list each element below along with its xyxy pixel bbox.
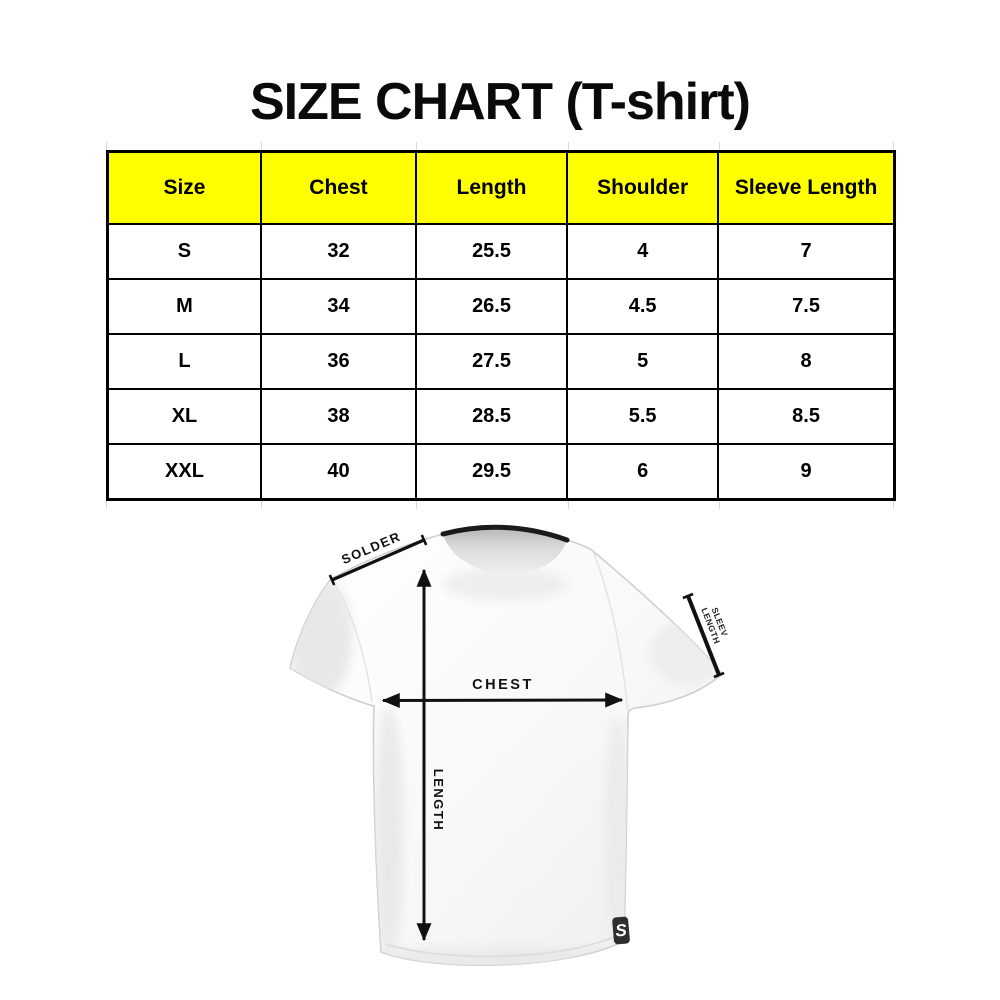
table-row: L 36 27.5 5 8	[106, 333, 896, 390]
gridline-tick	[261, 500, 262, 509]
table-row: S 32 25.5 4 7	[106, 223, 896, 280]
table-row: XL 38 28.5 5.5 8.5	[106, 388, 896, 445]
tshirt-collar	[440, 524, 570, 543]
gridline-tick	[106, 142, 107, 151]
cell-sleeve-length: 7	[717, 223, 896, 280]
header-cell-sleeve-length: Sleeve Length	[717, 150, 896, 225]
cell-shoulder: 4	[566, 223, 720, 280]
tshirt-seams	[330, 550, 629, 958]
cell-length: 27.5	[414, 333, 569, 390]
table-header-row: Size Chest Length Shoulder Sleeve Length	[106, 150, 896, 225]
shoulder-dimension-line	[328, 534, 428, 586]
cell-chest: 34	[259, 278, 417, 335]
gridline-tick	[416, 142, 417, 151]
cell-length: 28.5	[414, 388, 569, 445]
gridline-tick	[568, 142, 569, 151]
tshirt-measurement-diagram: S SOLDER SLEEV LENGTH CHEST LENGTH	[289, 524, 730, 966]
cell-length: 25.5	[414, 223, 569, 280]
gridline-tick	[719, 500, 720, 509]
gridline-tick	[106, 500, 107, 509]
cell-chest: 32	[259, 223, 417, 280]
cell-sleeve-length: 9	[717, 443, 896, 501]
gridline-tick	[568, 500, 569, 509]
gridline-tick	[416, 500, 417, 509]
length-label: LENGTH	[431, 769, 446, 831]
cell-size: L	[106, 333, 262, 390]
cell-size: M	[106, 278, 262, 335]
header-cell-length: Length	[414, 150, 569, 225]
tshirt-graphic: S	[289, 524, 724, 966]
header-cell-size: Size	[106, 150, 262, 225]
cell-sleeve-length: 7.5	[717, 278, 896, 335]
cell-size: XXL	[106, 443, 262, 501]
sleeve-dimension-line	[682, 592, 725, 679]
table-row: M 34 26.5 4.5 7.5	[106, 278, 896, 335]
chest-label: CHEST	[472, 677, 534, 693]
cell-sleeve-length: 8	[717, 333, 896, 390]
header-cell-shoulder: Shoulder	[566, 150, 720, 225]
cell-length: 29.5	[414, 443, 569, 501]
cell-shoulder: 5	[566, 333, 720, 390]
brand-tag-letter: S	[615, 920, 629, 940]
cell-chest: 40	[259, 443, 417, 501]
cell-shoulder: 6	[566, 443, 720, 501]
gridline-tick	[893, 500, 894, 509]
gridline-tick	[261, 142, 262, 151]
chest-dimension-arrow	[381, 692, 624, 708]
gridline-tick	[719, 142, 720, 151]
cell-chest: 38	[259, 388, 417, 445]
cell-chest: 36	[259, 333, 417, 390]
cell-size: XL	[106, 388, 262, 445]
cell-shoulder: 4.5	[566, 278, 720, 335]
table-row: XXL 40 29.5 6 9	[106, 443, 896, 501]
cell-size: S	[106, 223, 262, 280]
cell-shoulder: 5.5	[566, 388, 720, 445]
gridline-tick	[893, 142, 894, 151]
cell-length: 26.5	[414, 278, 569, 335]
brand-tag: S	[612, 916, 630, 945]
cell-sleeve-length: 8.5	[717, 388, 896, 445]
size-table: Size Chest Length Shoulder Sleeve Length…	[106, 150, 896, 501]
header-cell-chest: Chest	[259, 150, 417, 225]
tshirt-neck-opening	[443, 528, 567, 574]
page-title: SIZE CHART (T-shirt)	[250, 73, 751, 131]
